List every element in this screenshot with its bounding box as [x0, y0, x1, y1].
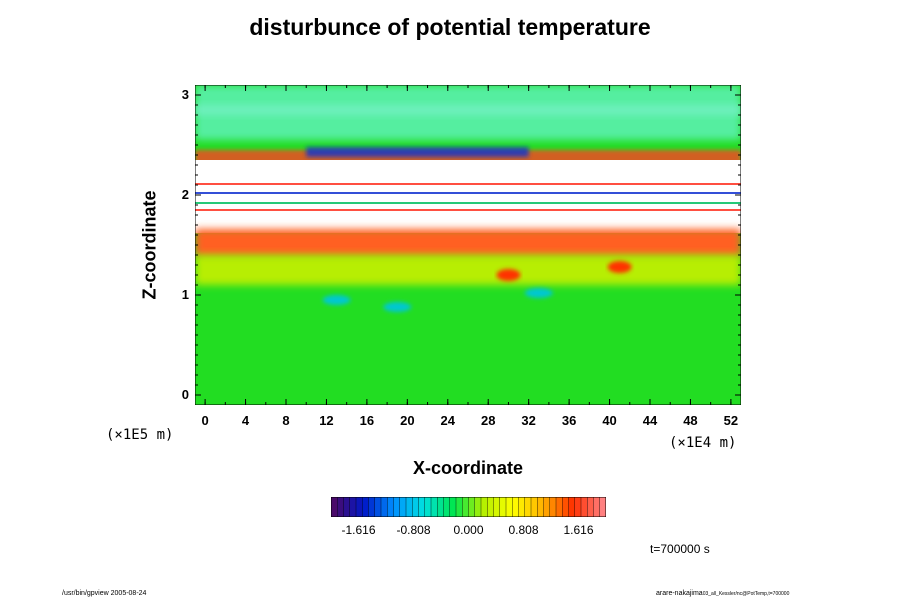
colorbar-cell — [549, 497, 557, 517]
field-upper-band-core — [195, 105, 741, 115]
colorbar-cell — [599, 497, 606, 517]
time-label: t=700000 s — [650, 542, 710, 556]
x-tick-label: 20 — [400, 413, 415, 428]
field-cold-blob — [383, 302, 412, 312]
colorbar-cell — [587, 497, 594, 517]
colorbar-cell — [374, 497, 382, 517]
x-tick-label: 24 — [440, 413, 455, 428]
colorbar-cell — [481, 497, 488, 517]
x-tick-label: 52 — [723, 413, 739, 428]
colorbar-cell — [331, 497, 338, 517]
colorbar-cell — [337, 497, 344, 517]
y-tick-label: 1 — [181, 287, 189, 302]
field-cold-blob — [524, 288, 553, 298]
colorbar-cell — [499, 497, 507, 517]
colorbar-cell — [537, 497, 544, 517]
field-cold-blob — [322, 295, 351, 305]
footer-left: /usr/bin/gpview 2005-08-24 — [62, 590, 147, 597]
field-stripe — [195, 209, 741, 211]
colorbar-cell — [387, 497, 394, 517]
colorbar-cell — [512, 497, 519, 517]
colorbar-cell — [474, 497, 482, 517]
field-saturated-gap — [195, 160, 741, 233]
colorbar-cell — [356, 497, 363, 517]
colorbar-cell — [493, 497, 501, 517]
colorbar-cell — [543, 497, 551, 517]
colorbar-cell — [381, 497, 388, 517]
colorbar-cell — [562, 497, 569, 517]
colorbar-cell — [487, 497, 494, 517]
heatmap-plot — [195, 85, 741, 405]
x-axis-label: X-coordinate — [412, 458, 523, 478]
colorbar-cell — [343, 497, 351, 517]
field-warm-cell — [607, 261, 632, 273]
colorbar-cell — [462, 497, 469, 517]
colorbar-cell — [506, 497, 513, 517]
colorbar-cell — [468, 497, 476, 517]
colorbar-cell — [393, 497, 401, 517]
colorbar-cell — [581, 497, 588, 517]
x-tick-label: 12 — [319, 413, 334, 428]
footer-right-sub: 03_all_Kessler/nc@PotTemp,t=700000 — [702, 591, 790, 597]
colorbar-cell — [399, 497, 407, 517]
x-tick-label: 8 — [282, 413, 290, 428]
colorbar-cell — [424, 497, 432, 517]
colorbar-tick-label: 1.616 — [563, 523, 594, 537]
y-axis-label: Z-coordinate — [139, 190, 160, 300]
colorbar-cell — [443, 497, 451, 517]
colorbar-cell — [531, 497, 538, 517]
field-stripe — [195, 202, 741, 204]
colorbar-cell — [362, 497, 369, 517]
x-axis-unit: (×1E4 m) — [669, 435, 737, 451]
y-tick-label: 3 — [181, 87, 189, 102]
field-stripe — [195, 183, 741, 185]
colorbar-tick-label: -0.808 — [396, 523, 431, 537]
x-tick-label: 48 — [683, 413, 698, 428]
colorbar-tick-label: 0.000 — [453, 523, 484, 537]
colorbar-cell — [518, 497, 526, 517]
colorbar-cell — [524, 497, 532, 517]
colorbar-cell — [349, 497, 357, 517]
x-tick-label: 28 — [480, 413, 496, 428]
colorbar-cell — [412, 497, 419, 517]
field-stripe — [195, 192, 741, 194]
colorbar-cell — [431, 497, 438, 517]
y-tick-label: 2 — [181, 187, 189, 202]
field-warm-cell — [496, 269, 521, 281]
colorbar-cell — [456, 497, 463, 517]
field-cold-streak — [306, 147, 529, 157]
colorbar-cell — [556, 497, 563, 517]
colorbar-cell — [449, 497, 457, 517]
colorbar-cell — [568, 497, 576, 517]
x-tick-label: 0 — [201, 413, 209, 428]
x-tick-label: 16 — [359, 413, 375, 428]
x-tick-label: 36 — [561, 413, 577, 428]
colorbar-cell — [593, 497, 601, 517]
colorbar-cell — [574, 497, 582, 517]
x-tick-label: 4 — [241, 413, 250, 428]
y-axis-unit: (×1E5 m) — [106, 427, 174, 443]
colorbar-cell — [437, 497, 444, 517]
chart-title: disturbunce of potential temperature — [249, 14, 651, 40]
footer-right: arare-nakajima03_all_Kessler/nc@PotTemp,… — [656, 590, 789, 597]
colorbar-cell — [406, 497, 413, 517]
colorbar-cell — [368, 497, 376, 517]
x-tick-label: 40 — [602, 413, 617, 428]
x-tick-label: 44 — [642, 413, 658, 428]
y-tick-label: 0 — [181, 387, 189, 402]
x-tick-label: 32 — [521, 413, 536, 428]
footer-right-main: arare-nakajima — [656, 590, 703, 597]
colorbar-tick-label: 0.808 — [508, 523, 539, 537]
field-yellow-band — [195, 255, 741, 285]
colorbar-cell — [418, 497, 426, 517]
colorbar — [331, 497, 606, 517]
colorbar-tick-label: -1.616 — [341, 523, 376, 537]
field-warm-layer — [195, 229, 741, 257]
